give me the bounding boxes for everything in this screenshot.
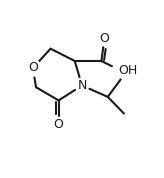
Text: O: O — [54, 118, 64, 131]
Text: N: N — [77, 79, 87, 92]
Text: O: O — [100, 32, 110, 45]
Text: O: O — [28, 61, 38, 74]
Text: OH: OH — [118, 64, 138, 77]
